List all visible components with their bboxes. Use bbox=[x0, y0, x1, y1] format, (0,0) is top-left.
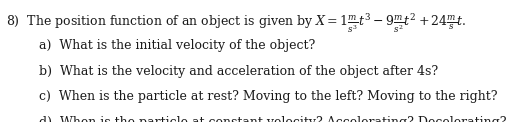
Text: d)  When is the particle at constant velocity? Accelerating? Decelerating?: d) When is the particle at constant velo… bbox=[39, 116, 507, 122]
Text: 8)  The position function of an object is given by $X = 1\frac{m}{s^3}t^3 - 9\fr: 8) The position function of an object is… bbox=[6, 12, 467, 35]
Text: a)  What is the initial velocity of the object?: a) What is the initial velocity of the o… bbox=[39, 39, 315, 52]
Text: c)  When is the particle at rest? Moving to the left? Moving to the right?: c) When is the particle at rest? Moving … bbox=[39, 90, 497, 103]
Text: b)  What is the velocity and acceleration of the object after 4s?: b) What is the velocity and acceleration… bbox=[39, 65, 438, 78]
